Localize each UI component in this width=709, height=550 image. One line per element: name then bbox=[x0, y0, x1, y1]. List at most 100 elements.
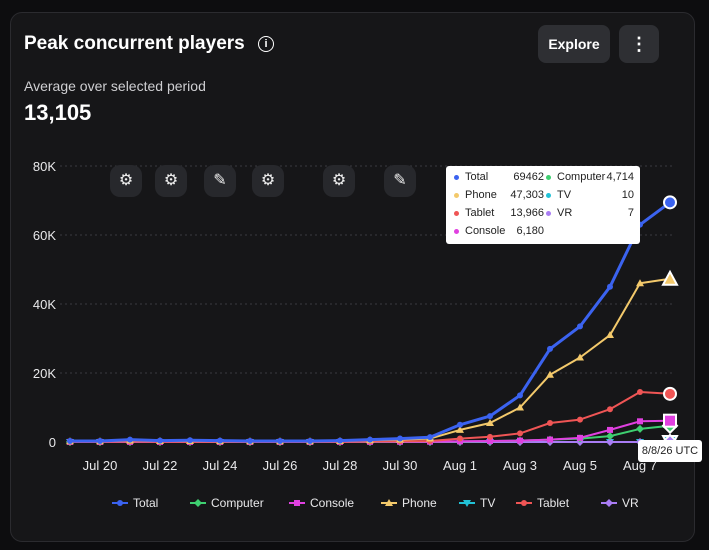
legend-marker bbox=[117, 500, 123, 506]
data-point-total bbox=[127, 436, 133, 443]
gear-icon[interactable]: ⚙ bbox=[110, 165, 142, 197]
data-point-total bbox=[277, 437, 283, 444]
x-tick-label: Jul 26 bbox=[263, 458, 298, 473]
chart-tooltip: Total 69462 Computer 4,714 Phone 47,303 … bbox=[446, 166, 640, 244]
data-point-total bbox=[663, 195, 677, 210]
data-point-tablet bbox=[487, 433, 493, 440]
explore-button[interactable]: Explore bbox=[538, 25, 610, 63]
data-point-total bbox=[157, 437, 163, 444]
gear-icon[interactable]: ⚙ bbox=[252, 165, 284, 197]
data-point-total bbox=[67, 437, 73, 444]
data-point-tablet bbox=[547, 420, 553, 427]
tooltip-value: 4,714 bbox=[606, 171, 634, 183]
x-tick-label: Jul 30 bbox=[383, 458, 418, 473]
tooltip-value: 6,180 bbox=[516, 225, 544, 237]
series-dot bbox=[454, 174, 459, 180]
data-point-phone bbox=[606, 331, 614, 339]
legend-label: Computer bbox=[211, 496, 264, 510]
average-value: 13,105 bbox=[24, 100, 92, 125]
info-icon[interactable]: i bbox=[258, 36, 274, 52]
tooltip-label: Total bbox=[465, 171, 489, 183]
tooltip-value: 13,966 bbox=[510, 207, 544, 219]
data-point-phone bbox=[546, 370, 554, 378]
data-point-tablet bbox=[607, 406, 613, 413]
tooltip-row-console: Console 6,180 bbox=[454, 224, 544, 238]
data-point-total bbox=[427, 434, 433, 441]
data-point-phone bbox=[576, 353, 584, 361]
series-dot bbox=[454, 210, 459, 216]
average-label: Average over selected period bbox=[24, 78, 206, 94]
date-badge: 8/8/26 UTC bbox=[638, 440, 702, 462]
page-title: Peak concurrent players bbox=[24, 33, 245, 54]
legend-marker bbox=[605, 499, 613, 507]
tooltip-row-phone: Phone 47,303 bbox=[454, 188, 544, 202]
tooltip-row-tablet: Tablet 13,966 bbox=[454, 206, 544, 220]
pencil-icon[interactable]: ✎ bbox=[204, 165, 236, 197]
tooltip-label: Computer bbox=[557, 171, 606, 183]
legend-label: VR bbox=[622, 496, 639, 510]
tooltip-row-tv: TV 10 bbox=[546, 188, 636, 202]
y-tick-label: 20K bbox=[33, 366, 56, 381]
legend-label: Tablet bbox=[537, 496, 570, 510]
data-point-tablet bbox=[517, 430, 523, 437]
data-point-phone bbox=[456, 425, 464, 433]
series-dot bbox=[546, 210, 551, 216]
y-tick-label: 60K bbox=[33, 228, 56, 243]
data-point-total bbox=[547, 345, 553, 352]
x-tick-label: Jul 24 bbox=[203, 458, 238, 473]
x-tick-label: Jul 22 bbox=[143, 458, 178, 473]
legend-label: Phone bbox=[402, 496, 437, 510]
data-point-total bbox=[487, 413, 493, 420]
data-point-console bbox=[607, 426, 613, 433]
data-point-total bbox=[187, 437, 193, 444]
data-point-phone bbox=[661, 269, 679, 286]
tooltip-label: VR bbox=[557, 207, 573, 219]
x-tick-label: Aug 5 bbox=[563, 458, 597, 473]
legend-marker bbox=[463, 500, 471, 507]
legend-label: Total bbox=[133, 496, 158, 510]
legend-marker bbox=[294, 500, 300, 506]
tooltip-value: 47,303 bbox=[510, 189, 544, 201]
tooltip-value: 10 bbox=[621, 189, 634, 201]
data-point-tablet bbox=[457, 435, 463, 442]
legend-marker bbox=[521, 500, 527, 506]
data-point-total bbox=[457, 421, 463, 428]
data-point-total bbox=[397, 435, 403, 442]
data-point-phone bbox=[516, 403, 524, 411]
gear-icon[interactable]: ⚙ bbox=[323, 165, 355, 197]
data-point-vr bbox=[606, 437, 614, 446]
data-point-console bbox=[547, 436, 553, 443]
x-tick-label: Jul 28 bbox=[323, 458, 358, 473]
data-point-computer bbox=[606, 432, 614, 441]
data-point-computer bbox=[636, 424, 644, 433]
data-point-total bbox=[217, 437, 223, 444]
tooltip-row-vr: VR 7 bbox=[546, 206, 636, 220]
more-options-button[interactable]: ⋮ bbox=[619, 25, 659, 63]
data-point-total bbox=[367, 436, 373, 443]
data-point-console bbox=[577, 434, 583, 441]
y-tick-label: 0 bbox=[49, 435, 56, 450]
tooltip-label: TV bbox=[557, 189, 572, 201]
chart-card bbox=[10, 12, 695, 542]
legend-marker bbox=[194, 499, 202, 507]
data-point-phone bbox=[486, 419, 494, 427]
data-point-console bbox=[663, 413, 677, 428]
tooltip-row-total: Total 69462 bbox=[454, 170, 544, 184]
series-dot bbox=[546, 192, 551, 198]
tooltip-label: Phone bbox=[465, 189, 497, 201]
y-tick-label: 40K bbox=[33, 297, 56, 312]
data-point-tablet bbox=[637, 388, 643, 395]
data-point-total bbox=[247, 437, 253, 444]
data-point-tablet bbox=[663, 386, 677, 401]
pencil-icon[interactable]: ✎ bbox=[384, 165, 416, 197]
series-dot bbox=[454, 192, 459, 198]
data-point-total bbox=[517, 392, 523, 399]
gear-icon[interactable]: ⚙ bbox=[155, 165, 187, 197]
tooltip-label: Tablet bbox=[465, 207, 495, 219]
data-point-console bbox=[487, 437, 493, 444]
data-point-total bbox=[607, 283, 613, 290]
data-point-tablet bbox=[577, 416, 583, 423]
tooltip-label: Console bbox=[465, 225, 506, 237]
data-point-total bbox=[307, 437, 313, 444]
